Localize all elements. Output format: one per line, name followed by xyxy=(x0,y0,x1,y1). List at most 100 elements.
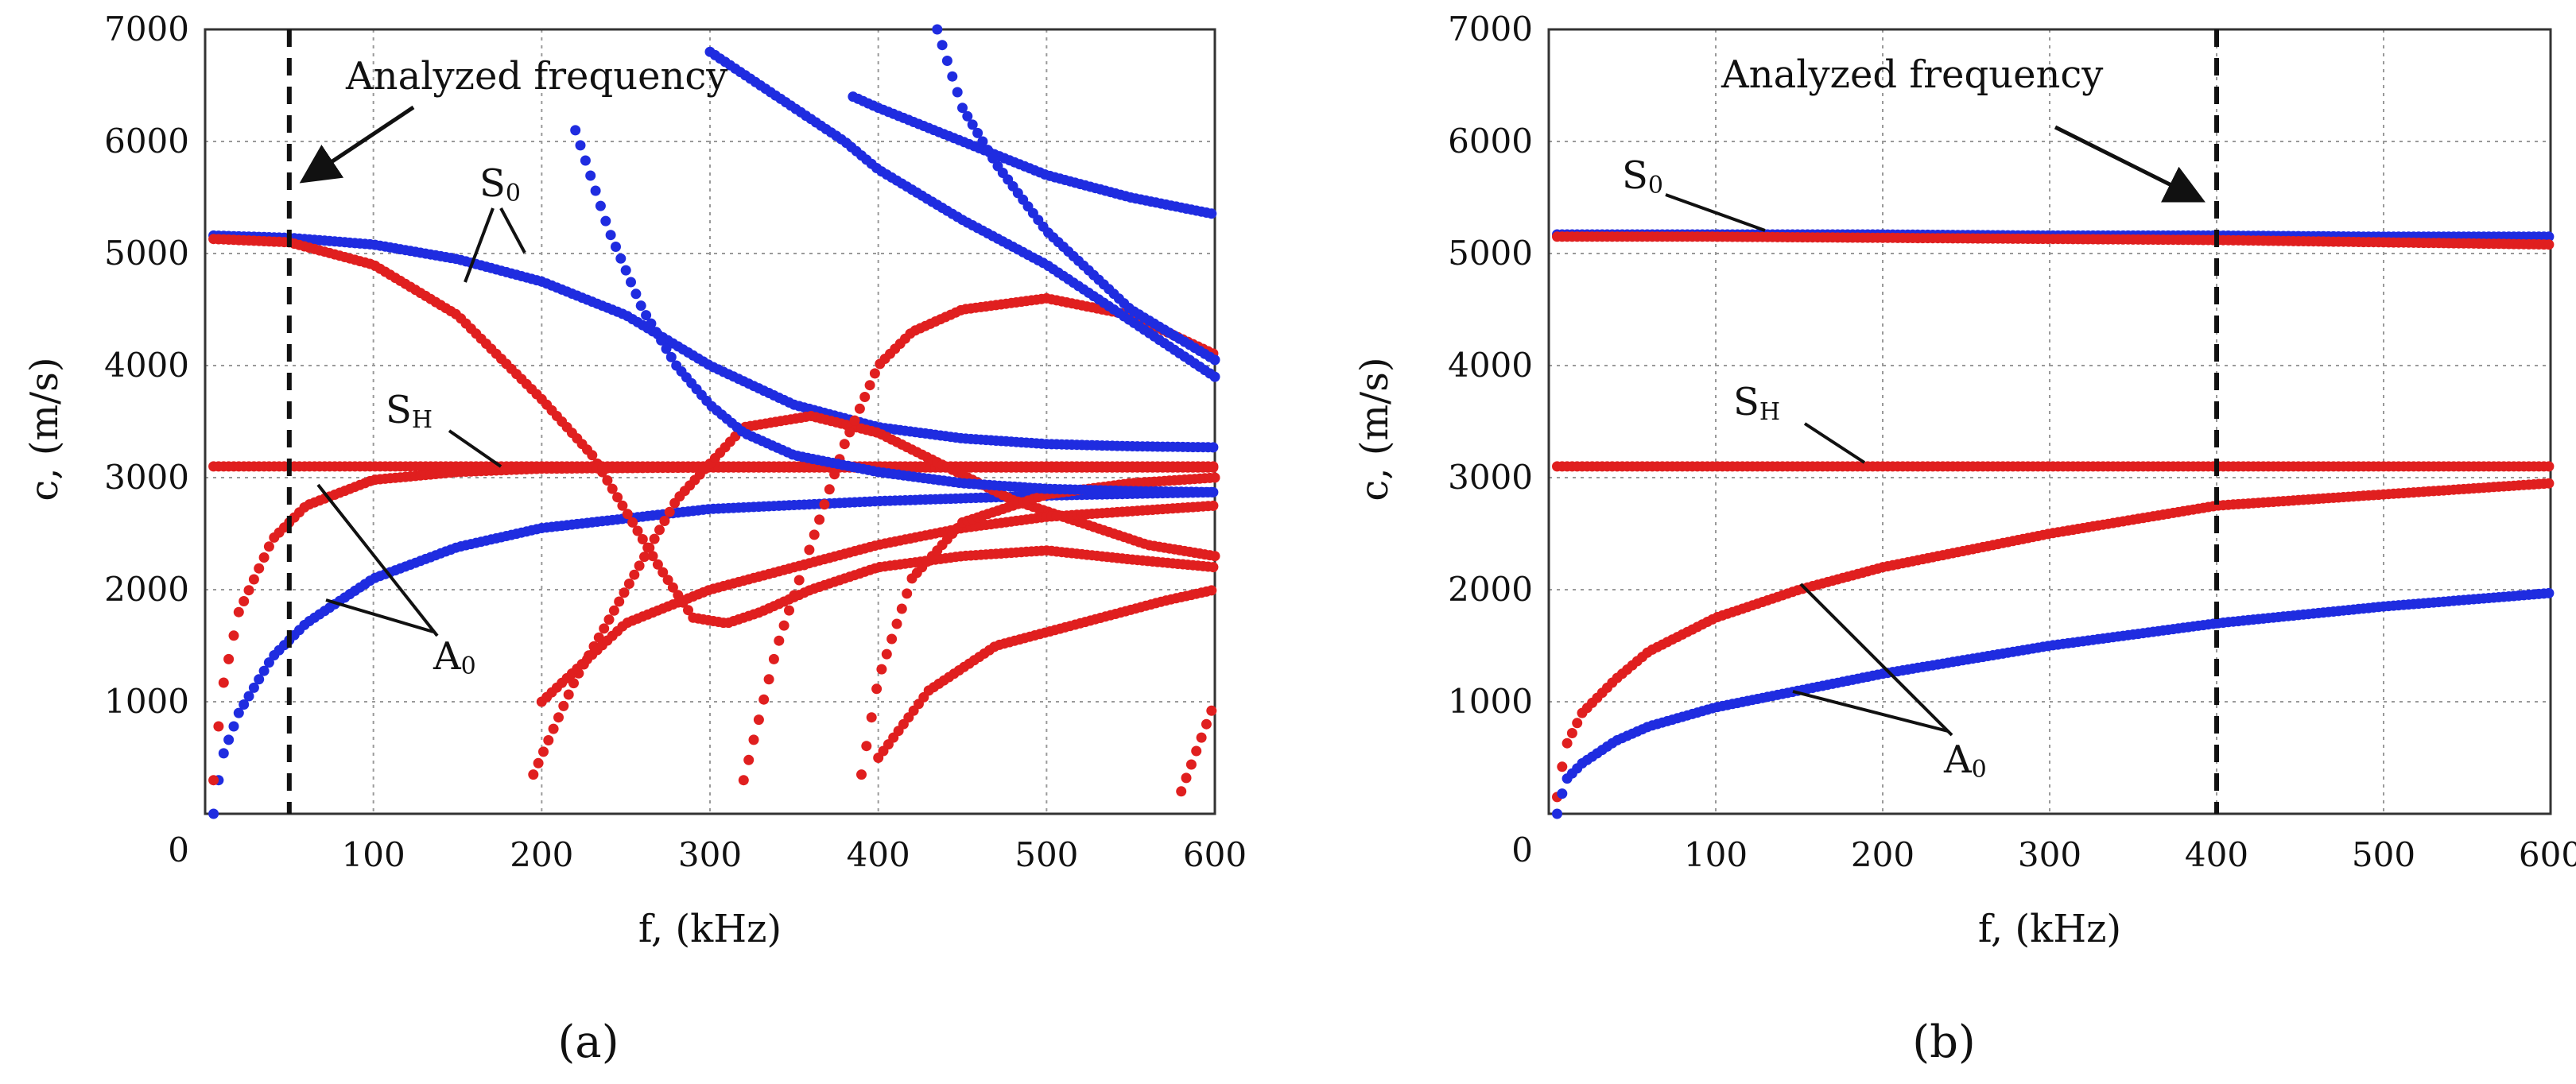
data-point xyxy=(932,24,943,35)
data-point xyxy=(570,125,581,136)
data-point xyxy=(1206,585,1217,596)
data-point xyxy=(1209,354,1220,366)
data-point xyxy=(254,674,265,685)
sh-pointer-b xyxy=(1803,422,1866,464)
data-point xyxy=(635,300,646,312)
data-point xyxy=(650,327,661,338)
data-point xyxy=(587,450,598,461)
y-tick-label: 4000 xyxy=(1448,346,1533,385)
data-point xyxy=(233,707,244,718)
plot-frame-a xyxy=(204,28,1216,815)
data-point xyxy=(630,288,642,300)
data-point xyxy=(553,712,564,723)
data-point xyxy=(891,618,902,629)
data-point xyxy=(856,769,867,780)
data-point xyxy=(947,71,958,82)
data-point xyxy=(819,499,830,510)
data-point xyxy=(748,734,759,745)
y-tick-label: 2000 xyxy=(1448,570,1533,609)
data-point xyxy=(849,415,860,426)
x-tick-label: 200 xyxy=(510,835,573,874)
data-point xyxy=(1196,732,1207,743)
data-point xyxy=(1206,486,1217,497)
data-point xyxy=(743,754,755,765)
data-point xyxy=(1206,705,1217,716)
data-point xyxy=(607,483,618,494)
data-point xyxy=(753,714,764,726)
data-point xyxy=(658,567,669,578)
data-point xyxy=(615,253,627,264)
data-point xyxy=(228,721,239,732)
a0-label-b: A0 xyxy=(1943,738,1987,784)
y-tick-label: 7000 xyxy=(104,10,189,48)
s0-pointer-a1 xyxy=(464,207,495,283)
data-point xyxy=(611,242,621,252)
analyzed-frequency-label-a: Analyzed frequency xyxy=(345,54,727,99)
y-tick-label: 1000 xyxy=(104,682,189,721)
data-point xyxy=(844,427,855,438)
a0-pointer-a2 xyxy=(325,598,434,633)
y-ticks-b: 0 1000 2000 3000 4000 5000 6000 7000 xyxy=(1448,10,1533,869)
y-tick-label: 0 xyxy=(1511,830,1533,869)
data-point xyxy=(809,529,820,540)
data-point xyxy=(774,635,785,646)
data-point xyxy=(886,633,898,645)
data-points-b xyxy=(1552,229,2555,819)
data-point xyxy=(1209,371,1220,382)
data-point xyxy=(634,560,645,571)
s0-label-b: S0 xyxy=(1622,153,1663,199)
data-point xyxy=(617,500,628,511)
data-point xyxy=(768,653,779,664)
data-point xyxy=(2543,239,2555,250)
data-point xyxy=(656,335,667,346)
data-point xyxy=(239,596,250,606)
x-tick-label: 100 xyxy=(1684,835,1748,874)
data-point xyxy=(738,775,749,786)
data-point xyxy=(861,741,872,752)
panel-label-b: (b) xyxy=(1912,1016,1976,1068)
data-point xyxy=(1562,738,1573,749)
data-point xyxy=(881,648,892,660)
data-point xyxy=(605,230,616,241)
data-point xyxy=(639,552,650,563)
data-point xyxy=(585,170,596,181)
data-point xyxy=(1185,759,1197,770)
x-ticks-b: 100 200 300 400 500 600 xyxy=(1684,835,2576,874)
x-tick-label: 600 xyxy=(1183,835,1247,874)
data-point xyxy=(239,699,250,710)
data-point xyxy=(248,574,259,585)
data-point xyxy=(647,551,658,562)
data-point xyxy=(864,380,875,391)
data-point xyxy=(2543,231,2555,242)
data-point xyxy=(595,200,606,211)
y-tick-label: 7000 xyxy=(1448,10,1533,48)
gridlines-b xyxy=(1549,29,2551,814)
data-point xyxy=(839,439,850,450)
data-point xyxy=(223,653,235,664)
data-point xyxy=(593,632,604,643)
panel-label-a: (a) xyxy=(557,1016,619,1068)
y-tick-label: 5000 xyxy=(104,234,189,273)
data-point xyxy=(1572,718,1583,729)
data-point xyxy=(1209,472,1220,483)
a0-pointer-b1 xyxy=(1799,583,1953,737)
data-point xyxy=(649,533,660,544)
data-point xyxy=(620,265,631,276)
data-point xyxy=(233,606,244,617)
data-point xyxy=(626,277,636,288)
data-point xyxy=(763,674,774,685)
data-point xyxy=(871,683,883,695)
x-tick-label: 200 xyxy=(1851,835,1915,874)
data-point xyxy=(1176,786,1187,797)
data-point xyxy=(659,516,670,526)
data-point xyxy=(243,585,254,596)
data-point xyxy=(977,136,988,147)
data-point xyxy=(661,343,672,354)
data-point xyxy=(254,563,265,574)
y-tick-label: 5000 xyxy=(1448,234,1533,273)
data-point xyxy=(683,605,693,616)
data-point xyxy=(243,691,254,702)
data-point xyxy=(228,630,239,641)
data-point xyxy=(866,712,877,723)
x-axis-label-a: f, (kHz) xyxy=(638,907,782,951)
